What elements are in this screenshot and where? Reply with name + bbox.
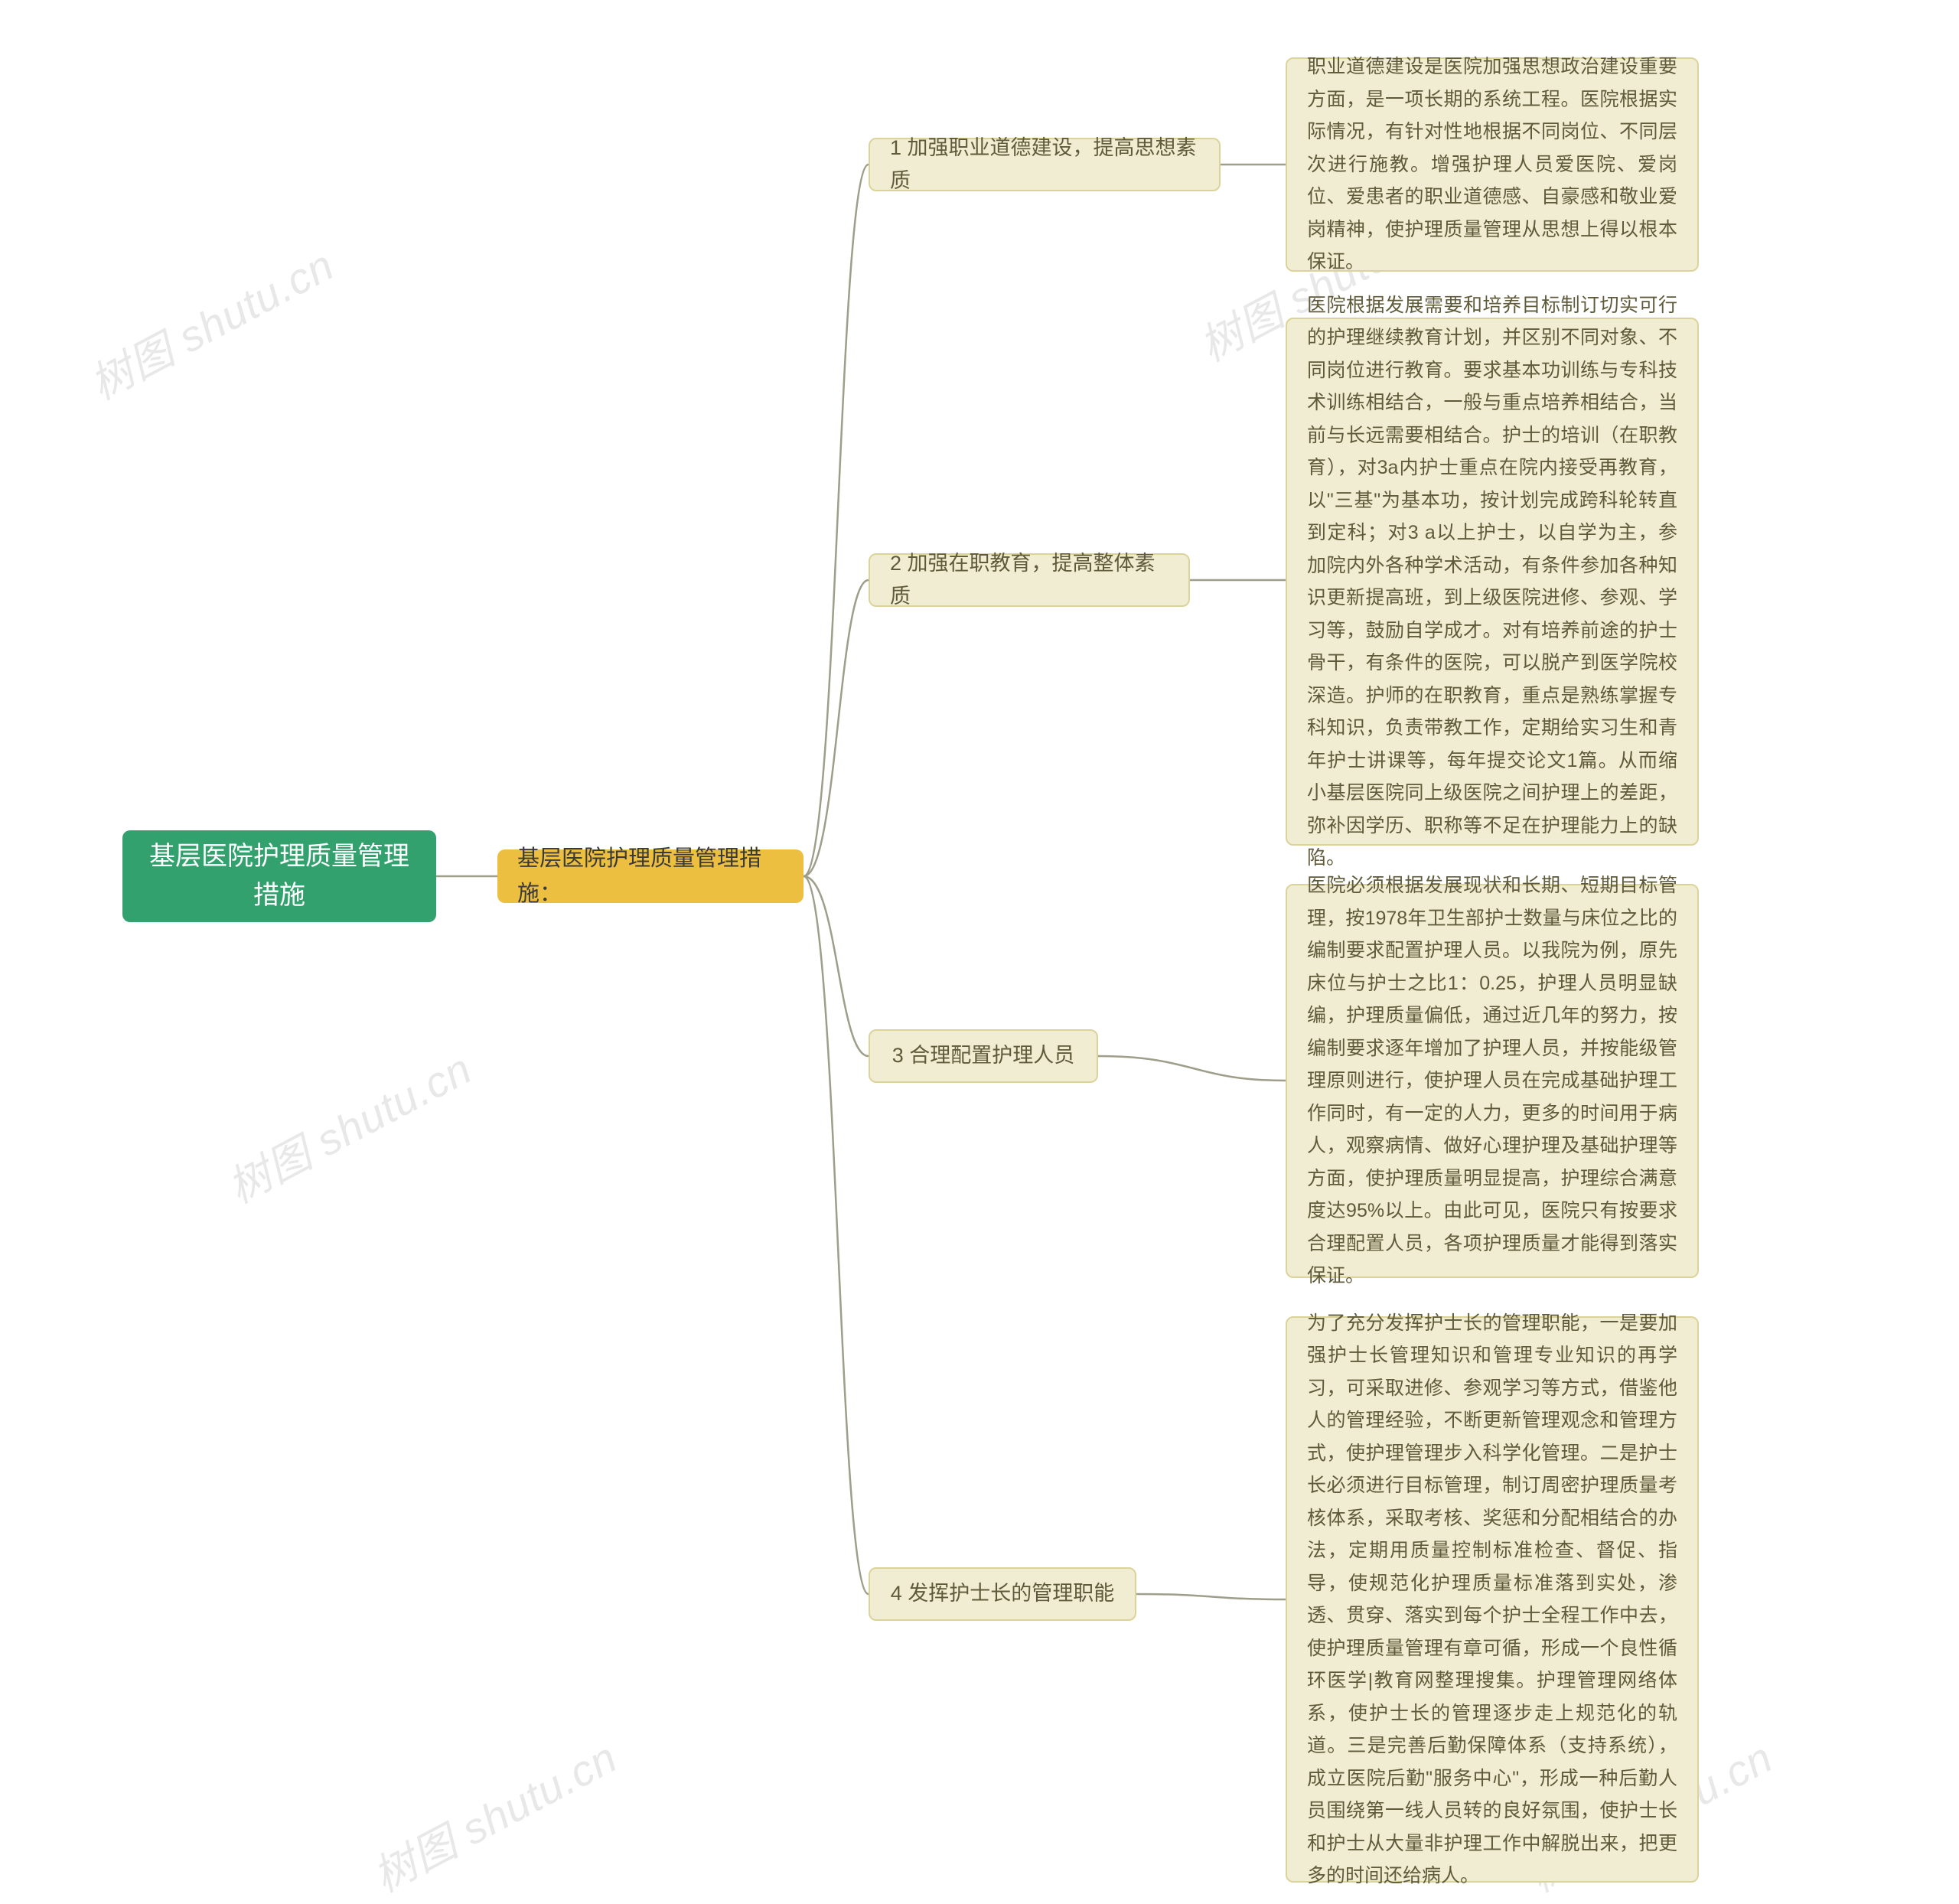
branch-label: 4 发挥护士长的管理职能 — [891, 1577, 1115, 1610]
leaf-node-2[interactable]: 医院必须根据发展现状和长期、短期目标管理，按1978年卫生部护士数量与床位之比的… — [1286, 884, 1699, 1278]
root-label: 基层医院护理质量管理措施 — [142, 837, 416, 915]
connector — [803, 165, 869, 876]
level1-node[interactable]: 基层医院护理质量管理措施： — [497, 849, 803, 903]
watermark: 树图 shutu.cn — [360, 1724, 626, 1904]
level1-label: 基层医院护理质量管理措施： — [517, 841, 784, 912]
branch-label: 1 加强职业道德建设，提高思想素质 — [890, 132, 1199, 197]
branch-node-0[interactable]: 1 加强职业道德建设，提高思想素质 — [869, 138, 1221, 191]
root-node[interactable]: 基层医院护理质量管理措施 — [122, 830, 436, 922]
leaf-text: 医院根据发展需要和培养目标制订切实可行的护理继续教育计划，并区别不同对象、不同岗… — [1307, 289, 1677, 875]
connector — [1098, 1056, 1286, 1081]
connector — [803, 580, 869, 876]
branch-node-2[interactable]: 3 合理配置护理人员 — [869, 1029, 1098, 1083]
connector — [803, 876, 869, 1056]
leaf-node-1[interactable]: 医院根据发展需要和培养目标制订切实可行的护理继续教育计划，并区别不同对象、不同岗… — [1286, 318, 1699, 846]
branch-label: 3 合理配置护理人员 — [892, 1039, 1075, 1072]
branch-node-1[interactable]: 2 加强在职教育，提高整体素质 — [869, 553, 1190, 607]
branch-node-3[interactable]: 4 发挥护士长的管理职能 — [869, 1567, 1136, 1621]
watermark: 树图 shutu.cn — [215, 1035, 481, 1216]
watermark: 树图 shutu.cn — [77, 232, 343, 412]
leaf-node-0[interactable]: 职业道德建设是医院加强思想政治建设重要方面，是一项长期的系统工程。医院根据实际情… — [1286, 57, 1699, 272]
leaf-text: 医院必须根据发展现状和长期、短期目标管理，按1978年卫生部护士数量与床位之比的… — [1307, 869, 1677, 1293]
connector — [1136, 1594, 1286, 1599]
branch-label: 2 加强在职教育，提高整体素质 — [890, 547, 1169, 613]
connector — [803, 876, 869, 1594]
leaf-text: 为了充分发挥护士长的管理职能，一是要加强护士长管理知识和管理专业知识的再学习，可… — [1307, 1307, 1677, 1893]
leaf-node-3[interactable]: 为了充分发挥护士长的管理职能，一是要加强护士长管理知识和管理专业知识的再学习，可… — [1286, 1316, 1699, 1883]
leaf-text: 职业道德建设是医院加强思想政治建设重要方面，是一项长期的系统工程。医院根据实际情… — [1307, 51, 1677, 279]
